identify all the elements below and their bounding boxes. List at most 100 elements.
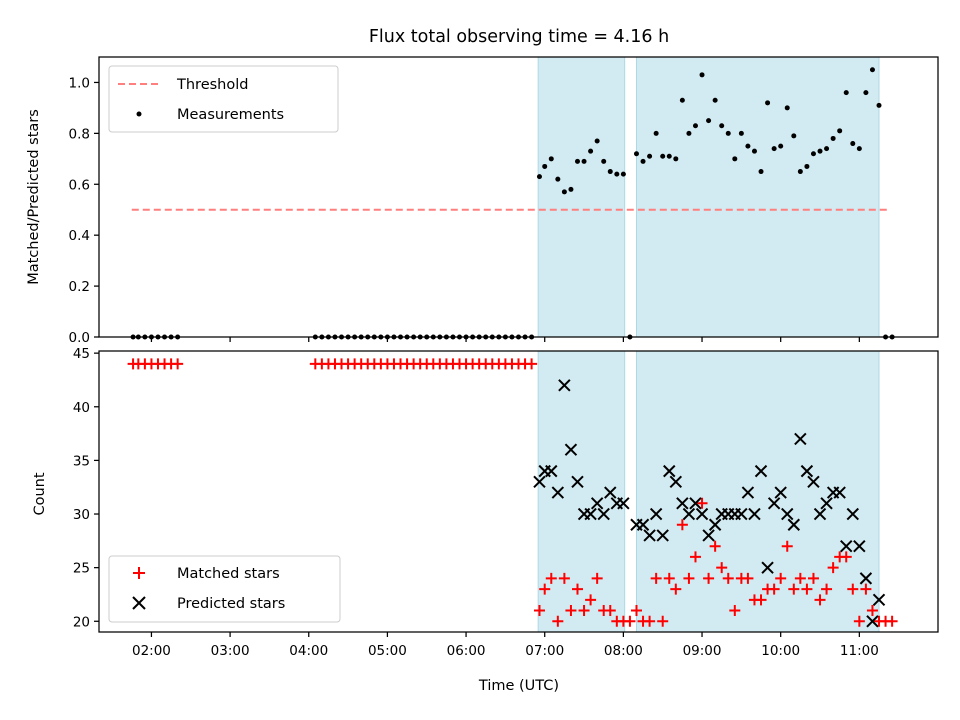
measurement-point <box>725 130 731 136</box>
y-tick-label: 0.6 <box>69 177 90 193</box>
x-tick-label: 07:00 <box>525 643 564 659</box>
observing-intervals-top <box>537 56 880 338</box>
measurement-point <box>745 143 751 149</box>
matched-star-point <box>814 594 826 606</box>
y-tick-label: 0.4 <box>69 228 90 244</box>
matched-star-point <box>644 615 656 627</box>
top-legend: Threshold Measurements <box>108 65 339 133</box>
measurement-point <box>869 67 875 73</box>
measurement-point <box>699 72 705 78</box>
predicted-star-point <box>558 379 571 392</box>
measurement-point <box>653 130 659 136</box>
matched-star-point <box>526 358 538 370</box>
measurement-point <box>633 151 639 157</box>
top-x-ticks <box>150 337 860 342</box>
y-tick-label: 0.8 <box>69 126 90 142</box>
measurement-point <box>856 146 862 152</box>
measurement-point <box>660 153 666 159</box>
predicted-star-point <box>682 507 696 521</box>
measurement-point <box>778 143 784 149</box>
predicted-star-point <box>590 497 604 510</box>
matched-star-point <box>552 615 564 627</box>
matched-star-point <box>630 605 642 617</box>
measurement-point <box>588 148 594 154</box>
measurement-point <box>614 171 620 177</box>
predicted-star-point <box>636 518 650 531</box>
y-tick-label: 40 <box>73 400 90 416</box>
predicted-star-point <box>859 572 873 585</box>
predicted-star-point <box>695 507 709 521</box>
matched-star-point <box>807 572 819 584</box>
measurement-point <box>666 153 672 159</box>
matched-star-point <box>729 605 741 617</box>
matched-star-point <box>683 572 695 584</box>
matched-star-point <box>539 583 551 595</box>
top-panel-frame <box>98 56 939 338</box>
predicted-star-point <box>800 464 814 478</box>
predicted-star-point <box>708 518 722 531</box>
predicted-star-point <box>787 518 801 531</box>
measurement-point <box>673 156 679 162</box>
matched-star-point <box>565 605 577 617</box>
predicted-star-point <box>656 529 669 542</box>
predicted-star-point <box>853 539 866 553</box>
x-tick-label: 06:00 <box>447 643 486 659</box>
bottom-legend: Matched stars Predicted stars <box>108 555 341 623</box>
measurement-point <box>679 97 685 103</box>
predicted-star-point <box>669 475 683 489</box>
matched-star-point <box>591 572 603 584</box>
matched-star-point <box>657 615 669 627</box>
x-tick-label: 11:00 <box>840 643 879 659</box>
predicted-star-point <box>663 464 676 478</box>
matched-star-point <box>801 583 813 595</box>
x-tick-label: 05:00 <box>368 643 407 659</box>
measurement-point <box>797 169 803 175</box>
measurement-point <box>863 90 869 96</box>
matched-star-point <box>886 615 898 627</box>
matched-star-point <box>545 572 557 584</box>
measurement-point <box>843 90 849 96</box>
measurement-point <box>751 148 757 154</box>
matched-star-point <box>866 605 878 617</box>
predicted-star-point <box>551 486 565 499</box>
x-tick-label: 10:00 <box>761 643 800 659</box>
legend-predicted-swatch <box>132 596 146 610</box>
predicted-star-point <box>754 464 768 478</box>
x-tick-label: 02:00 <box>132 643 171 659</box>
y-tick-label: 30 <box>73 507 90 523</box>
predicted-star-point <box>748 507 761 521</box>
matched-star-point <box>670 583 682 595</box>
matched-star-point <box>827 562 839 574</box>
predicted-star-point <box>767 497 781 510</box>
y-tick-label: 25 <box>73 561 90 577</box>
legend-threshold-label: Threshold <box>176 77 248 93</box>
predicted-star-point <box>866 615 879 628</box>
matched-star-point <box>578 605 590 617</box>
x-tick-label: 04:00 <box>289 643 328 659</box>
measurement-point <box>817 148 823 154</box>
matched-star-point <box>847 583 859 595</box>
legend-matched-label: Matched stars <box>177 566 280 582</box>
y-tick-label: 45 <box>73 346 90 362</box>
predicted-star-point <box>872 593 886 607</box>
matched-star-point <box>709 540 721 552</box>
measurement-point <box>640 158 646 164</box>
measurement-point <box>837 128 843 134</box>
matched-star-point <box>703 572 715 584</box>
bottom-panel-frame <box>98 350 939 633</box>
predicted-star-point <box>741 486 755 499</box>
top-legend-box <box>108 65 339 133</box>
measurement-point <box>647 153 653 159</box>
legend-measurements-label: Measurements <box>177 107 284 123</box>
matched-star-point <box>853 615 865 627</box>
measurement-point <box>607 169 613 175</box>
predicted-star-point <box>846 507 859 521</box>
predicted-star-point <box>689 497 702 510</box>
matched-star-point <box>860 583 872 595</box>
predicted-star-point <box>617 497 630 510</box>
measurement-point <box>784 105 790 111</box>
matched-star-point <box>794 572 806 584</box>
y-tick-label: 1.0 <box>69 75 90 91</box>
bottom-y-ticks: 20 25 30 35 40 45 <box>73 346 99 630</box>
